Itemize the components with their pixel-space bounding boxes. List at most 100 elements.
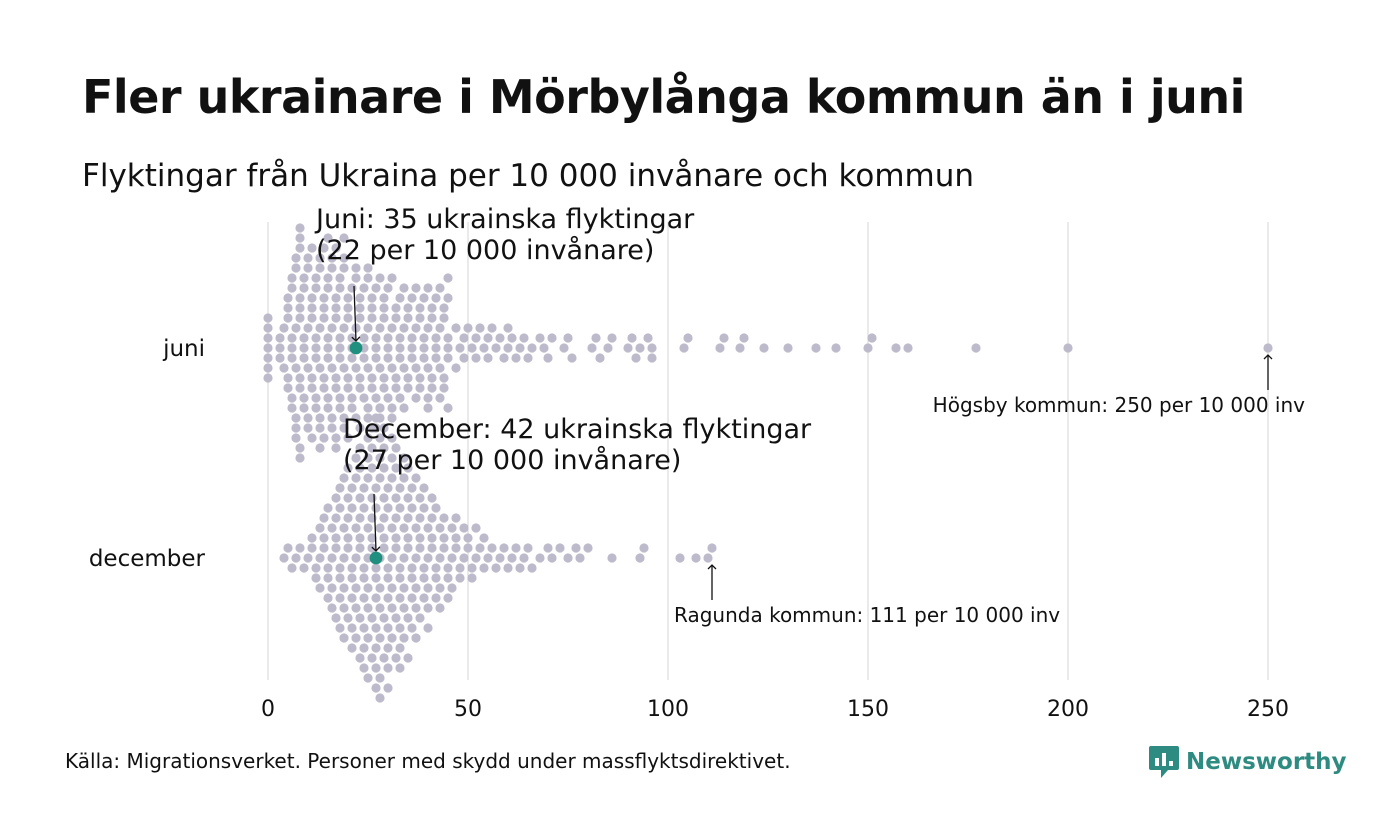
data-point	[311, 393, 321, 403]
data-point	[375, 323, 385, 333]
data-point	[407, 483, 417, 493]
data-point	[451, 513, 461, 523]
data-point	[383, 623, 393, 633]
data-point	[291, 413, 301, 423]
data-point	[287, 343, 297, 353]
data-point	[351, 363, 361, 373]
data-point	[399, 323, 409, 333]
data-point	[635, 553, 645, 563]
data-point	[323, 233, 333, 243]
data-point	[375, 403, 385, 413]
data-point	[331, 533, 341, 543]
data-point	[443, 293, 453, 303]
data-point	[315, 553, 325, 563]
data-point	[507, 553, 517, 563]
source-note: Källa: Migrationsverket. Personer med sk…	[65, 749, 791, 773]
data-point	[331, 243, 341, 253]
data-point	[335, 353, 345, 363]
data-point	[447, 523, 457, 533]
data-point	[375, 693, 385, 703]
data-point	[427, 373, 437, 383]
data-point	[355, 613, 365, 623]
data-point	[327, 323, 337, 333]
data-point	[411, 283, 421, 293]
brand-name: Newsworthy	[1186, 749, 1347, 775]
data-point	[339, 583, 349, 593]
data-point	[363, 633, 373, 643]
data-point	[423, 403, 433, 413]
data-point	[383, 643, 393, 653]
data-point	[427, 313, 437, 323]
data-point	[399, 283, 409, 293]
data-point	[511, 353, 521, 363]
data-point	[303, 323, 313, 333]
data-point	[299, 273, 309, 283]
data-point	[355, 513, 365, 523]
data-point	[403, 373, 413, 383]
data-point	[355, 383, 365, 393]
data-point	[367, 463, 377, 473]
x-axis: 0 50 100 150 200 250 juni december	[89, 336, 1289, 722]
data-point	[399, 553, 409, 563]
data-point	[295, 293, 305, 303]
data-point	[507, 333, 517, 343]
data-point	[287, 273, 297, 283]
data-point	[343, 613, 353, 623]
data-point	[547, 333, 557, 343]
data-point	[423, 393, 433, 403]
data-point	[307, 293, 317, 303]
data-point	[399, 453, 409, 463]
data-point	[499, 353, 509, 363]
data-point	[383, 283, 393, 293]
data-point	[347, 503, 357, 513]
data-point	[319, 533, 329, 543]
data-point	[371, 393, 381, 403]
data-point	[427, 493, 437, 503]
data-point	[371, 353, 381, 363]
data-point	[383, 503, 393, 513]
data-point	[335, 483, 345, 493]
data-point	[347, 483, 357, 493]
data-point	[387, 633, 397, 643]
data-point	[291, 323, 301, 333]
data-point	[367, 493, 377, 503]
data-point	[331, 313, 341, 323]
data-point	[443, 343, 453, 353]
data-point	[383, 663, 393, 673]
data-point	[435, 553, 445, 563]
data-point	[583, 543, 593, 553]
data-point	[379, 493, 389, 503]
data-point	[275, 333, 285, 343]
data-point	[343, 303, 353, 313]
data-point	[279, 323, 289, 333]
data-point	[331, 433, 341, 443]
x-tick-label: 100	[647, 697, 689, 722]
data-point	[427, 383, 437, 393]
data-point	[383, 593, 393, 603]
data-point	[407, 563, 417, 573]
data-point	[315, 263, 325, 273]
data-point	[391, 313, 401, 323]
data-point	[383, 573, 393, 583]
data-point	[339, 413, 349, 423]
data-point	[383, 343, 393, 353]
data-point	[419, 343, 429, 353]
data-point	[455, 563, 465, 573]
data-point	[415, 383, 425, 393]
data-point	[339, 603, 349, 613]
x-tick-label: 150	[847, 697, 889, 722]
data-point	[295, 443, 305, 453]
data-point	[503, 563, 513, 573]
data-point	[423, 583, 433, 593]
data-point	[471, 553, 481, 563]
data-point	[327, 523, 337, 533]
data-point	[523, 353, 533, 363]
data-point	[547, 553, 557, 563]
data-point	[355, 543, 365, 553]
data-point	[371, 643, 381, 653]
data-point	[315, 423, 325, 433]
data-point	[323, 273, 333, 283]
data-point	[371, 563, 381, 573]
data-point	[371, 333, 381, 343]
data-point	[367, 653, 377, 663]
